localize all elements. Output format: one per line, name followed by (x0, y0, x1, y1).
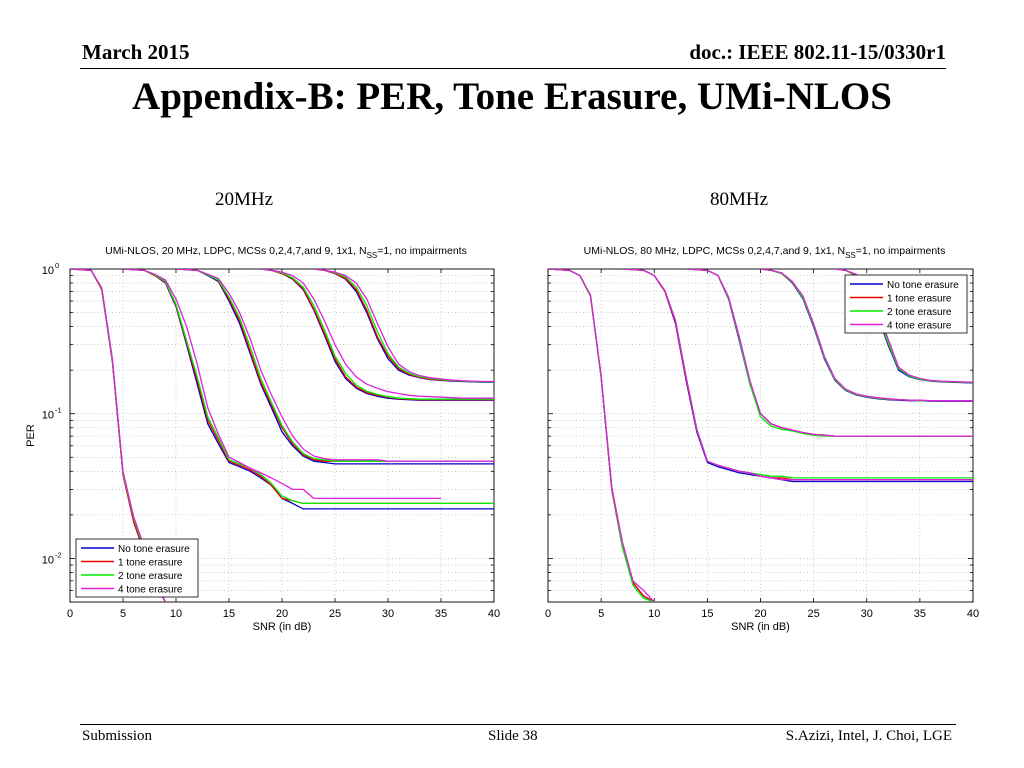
slide-title: Appendix-B: PER, Tone Erasure, UMi-NLOS (132, 75, 892, 118)
series-line-mcs2-4-tone-erasure (622, 269, 973, 481)
x-tick-label: 20 (276, 608, 288, 620)
y-tick-label: 10 (42, 554, 54, 566)
y-tick-label: 10 (42, 265, 54, 277)
y-tick-exponent: 0 (55, 261, 59, 270)
x-tick-label: 5 (598, 608, 604, 620)
x-tick-label: 25 (329, 608, 341, 620)
chart-title: UMi-NLOS, 80 MHz, LDPC, MCSs 0,2,4,7,and… (584, 245, 946, 260)
y-axis-label: PER (25, 424, 37, 447)
chart-title-tail: =1, no impairments (856, 245, 946, 257)
y-tick-label: 10 (42, 410, 54, 422)
subtitle-20mhz: 20MHz (215, 189, 274, 210)
header-date: March 2015 (82, 40, 190, 64)
series-line-mcs7-4-tone-erasure (260, 269, 494, 399)
series-line-mcs7-2-tone-erasure (260, 269, 494, 400)
footer-rule (80, 724, 956, 725)
x-tick-label: 30 (382, 608, 394, 620)
chart-title-tail: =1, no impairments (377, 245, 467, 257)
series-line-mcs9-4-tone-erasure (313, 269, 494, 383)
chart-title-main: UMi-NLOS, 80 MHz, LDPC, MCSs 0,2,4,7,and… (584, 245, 845, 257)
series-line-mcs4-4-tone-erasure (175, 269, 494, 462)
x-tick-label: 40 (488, 608, 500, 620)
legend-label: 4 tone erasure (118, 585, 183, 596)
x-tick-label: 35 (914, 608, 926, 620)
x-tick-label: 25 (808, 608, 820, 620)
series-line-mcs7-4-tone-erasure (760, 269, 973, 402)
y-tick-mantissa: 10 (42, 410, 54, 422)
legend-label: 1 tone erasure (118, 558, 183, 569)
legend-label: 2 tone erasure (118, 571, 183, 582)
legend-label: 4 tone erasure (887, 321, 952, 332)
series-line-mcs4-no-tone-erasure (175, 269, 494, 465)
chart-title-main: UMi-NLOS, 20 MHz, LDPC, MCSs 0,2,4,7,and… (105, 245, 366, 257)
chart-20mhz: UMi-NLOS, 20 MHz, LDPC, MCSs 0,2,4,7,and… (25, 245, 500, 633)
legend-label: 2 tone erasure (887, 307, 952, 318)
x-axis-label: SNR (in dB) (731, 621, 790, 633)
x-tick-label: 15 (701, 608, 713, 620)
x-tick-label: 0 (67, 608, 73, 620)
footer-submission: Submission (82, 728, 153, 744)
header-doc-id: doc.: IEEE 802.11-15/0330r1 (689, 40, 946, 64)
legend-label: No tone erasure (887, 280, 959, 291)
y-tick-mantissa: 10 (42, 265, 54, 277)
subtitle-80mhz: 80MHz (710, 189, 769, 210)
x-tick-label: 10 (170, 608, 182, 620)
x-tick-label: 35 (435, 608, 447, 620)
legend-label: No tone erasure (118, 544, 190, 555)
series-line-mcs2-2-tone-erasure (122, 269, 494, 505)
chart-title-subscript: SS (845, 251, 856, 260)
series-line-mcs0-4-tone-erasure (548, 269, 655, 602)
x-tick-label: 40 (967, 608, 979, 620)
header-rule (80, 68, 946, 69)
x-tick-label: 30 (861, 608, 873, 620)
legend: No tone erasure 1 tone erasure 2 tone eras… (844, 274, 968, 334)
footer-slide-number: Slide 38 (488, 728, 538, 744)
x-tick-label: 15 (223, 608, 235, 620)
chart-80mhz: UMi-NLOS, 80 MHz, LDPC, MCSs 0,2,4,7,and… (545, 245, 979, 633)
footer-authors: S.Azizi, Intel, J. Choi, LGE (785, 728, 952, 744)
x-tick-label: 5 (120, 608, 126, 620)
y-tick-exponent: -2 (55, 550, 62, 559)
legend: No tone erasure 1 tone erasure 2 tone eras… (75, 538, 199, 598)
x-tick-label: 20 (754, 608, 766, 620)
x-axis-label: SNR (in dB) (253, 621, 312, 633)
series-line-mcs2-4-tone-erasure (122, 269, 441, 500)
chart-title-subscript: SS (367, 251, 378, 260)
series-line-mcs4-4-tone-erasure (686, 269, 973, 437)
chart-title: UMi-NLOS, 20 MHz, LDPC, MCSs 0,2,4,7,and… (105, 245, 467, 260)
series-line-mcs2-no-tone-erasure (122, 269, 494, 510)
legend-label: 1 tone erasure (887, 294, 952, 305)
y-tick-exponent: -1 (55, 406, 62, 415)
x-tick-label: 10 (648, 608, 660, 620)
x-tick-label: 0 (545, 608, 551, 620)
y-tick-mantissa: 10 (42, 554, 54, 566)
